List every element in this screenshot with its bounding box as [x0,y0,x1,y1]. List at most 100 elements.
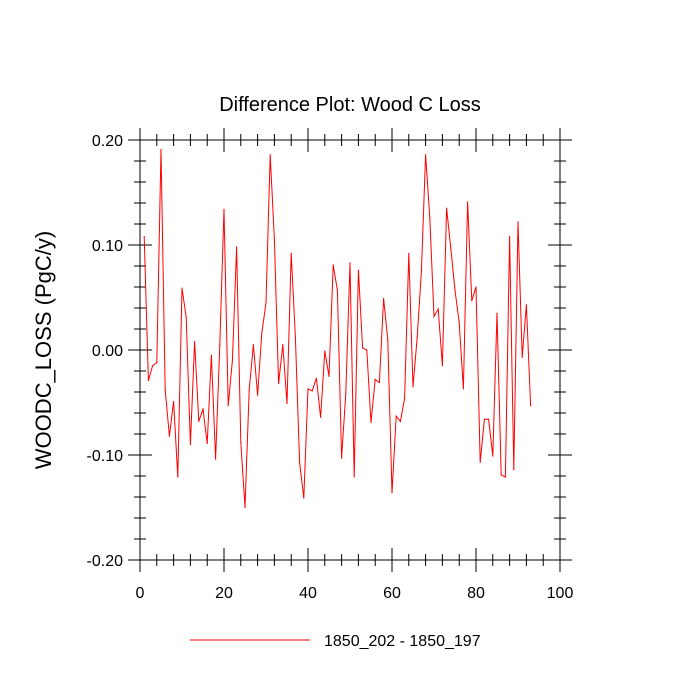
y-tick-label: 0.00 [92,343,123,360]
data-point [504,476,506,478]
data-point [290,252,292,254]
data-point [147,379,149,382]
x-tick-label: 0 [136,585,145,602]
data-point [345,392,347,394]
data-point [395,415,397,417]
y-tick-labels: -0.20 -0.10 0.00 0.10 0.20 [87,133,124,570]
data-point [450,247,452,249]
data-point [223,208,225,210]
data-point [294,336,296,338]
data-point [513,469,515,471]
data-point [299,461,301,463]
series-line [143,149,532,508]
data-point [202,408,204,410]
axis-ticks [128,128,572,572]
x-tick-label: 80 [467,585,485,602]
data-point [206,442,208,445]
data-point [349,262,351,264]
data-point [525,304,528,306]
data-point [231,359,233,362]
data-point [412,386,414,388]
data-point [177,476,179,478]
data-point [219,344,221,346]
y-tick-label: -0.10 [87,448,124,465]
data-point [446,207,448,209]
data-point [500,474,502,476]
data-point [425,154,427,156]
data-point [173,400,175,403]
data-point [404,397,406,399]
data-point [181,287,183,289]
data-point [521,356,523,358]
data-point [479,461,481,463]
data-point [454,289,456,291]
data-point [328,375,330,377]
data-point [383,297,385,300]
data-point [416,336,418,338]
data-point [210,354,212,356]
data-point [471,300,473,302]
plot-frame [139,139,561,561]
legend: 1850_202 - 1850_197 [190,633,481,650]
y-tick-label: 0.10 [92,238,123,255]
data-point [517,221,519,223]
data-point [244,506,246,509]
data-point [462,388,464,390]
data-point [332,264,334,266]
data-point [194,341,196,343]
data-point [391,492,393,494]
data-point [273,239,275,241]
data-point [341,457,343,459]
data-point [366,349,368,351]
data-point [152,365,154,367]
data-point [282,344,284,346]
data-point [320,416,322,418]
x-tick-label: 60 [383,585,401,602]
data-point [362,347,364,349]
data-point [437,308,439,310]
data-point [168,435,170,437]
data-point [378,381,380,384]
data-point [475,286,477,288]
data-point [530,405,532,407]
x-tick-label: 20 [215,585,233,602]
data-point [336,289,338,291]
data-point [374,378,376,380]
data-point [269,154,271,156]
data-point [399,420,401,422]
x-tick-label: 100 [547,585,574,602]
data-point [370,421,372,424]
y-tick-label: -0.20 [87,553,124,570]
data-point [160,148,162,151]
x-tick-labels: 0 20 40 60 80 100 [136,585,574,602]
legend-label: 1850_202 - 1850_197 [324,633,481,650]
data-point [164,389,166,391]
data-point [261,332,263,334]
data-point [433,315,435,317]
data-point [353,476,355,478]
data-point [387,338,389,341]
data-point [215,458,217,460]
data-point [408,252,410,254]
chart-title: Difference Plot: Wood C Loss [219,94,481,116]
data-point [324,350,326,352]
data-point [236,246,238,248]
data-points [143,148,532,509]
data-point [156,362,158,364]
y-tick-label: 0.20 [92,133,123,150]
y-axis-label: WOODC_LOSS (PgC/y) [31,231,56,469]
data-point [509,236,511,238]
data-point [143,236,145,238]
data-point [248,389,250,391]
data-point [496,312,498,314]
data-point [257,394,259,396]
data-point [240,441,242,443]
data-point [492,455,494,457]
data-point [265,302,267,304]
data-point [488,418,490,420]
data-point [467,201,469,203]
data-point [357,269,359,271]
data-point [286,402,288,405]
data-point [307,388,309,390]
